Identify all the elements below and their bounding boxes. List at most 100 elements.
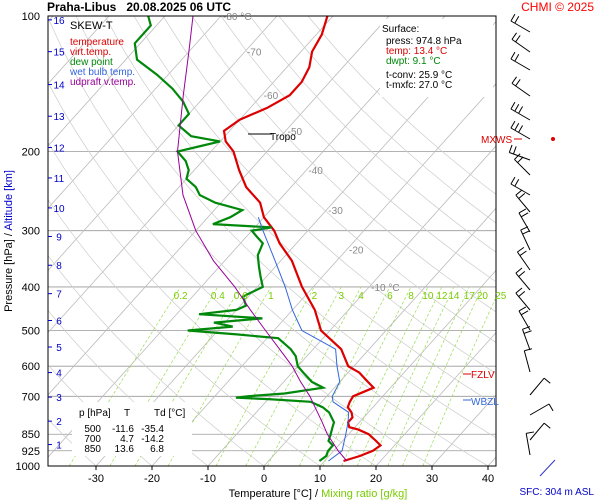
isotherm-line — [319, 269, 496, 466]
profile-lines — [133, 16, 383, 463]
km-tick-label: 4 — [56, 369, 62, 380]
mixing-ratio-label: 0.2 — [174, 291, 188, 302]
wind-barb-flag — [512, 146, 517, 155]
x-tick-label: -20 — [144, 473, 160, 485]
km-tick-label: 9 — [56, 232, 62, 243]
km-tick-label: 15 — [53, 48, 65, 59]
wind-barb-flag — [526, 431, 535, 434]
dry-adiabat-line — [133, 16, 496, 374]
isotherm-line — [544, 16, 600, 466]
wind-barb — [518, 212, 531, 233]
y-tick-label: 600 — [22, 361, 40, 373]
isotherm-label: -80 °C — [223, 12, 251, 23]
isotherm-label: -60 — [264, 91, 279, 102]
mxws-label: MXWS — [481, 135, 512, 146]
fzlv-label: FZLV — [471, 370, 495, 381]
x-tick-label: 10 — [314, 473, 326, 485]
mixing-ratio-line — [245, 286, 342, 466]
wind-barb — [510, 127, 531, 140]
isotherm-line — [375, 332, 496, 466]
mixing-ratio-line — [215, 286, 315, 466]
wind-barb-flag — [548, 403, 554, 412]
stats-table-bg — [72, 402, 192, 456]
wind-barb-flag — [543, 377, 551, 384]
mixing-ratio-line — [267, 286, 362, 466]
isotherm-line — [48, 16, 222, 209]
wind-barb — [516, 251, 531, 271]
axis-ticks: -30 -20 -10 0 10 20 30 401002003004005006007008… — [16, 11, 495, 485]
mixing-ratio-label: 2 — [312, 291, 318, 302]
table-header: T — [124, 408, 130, 419]
wind-barb-flag — [514, 104, 520, 112]
dry-adiabat-line — [278, 16, 496, 224]
series-wet-bulb-temp-line — [257, 217, 350, 462]
wind-barb-flag — [515, 35, 521, 43]
wind-barb-flag — [520, 212, 529, 218]
mixing-ratio-label: 6 — [387, 291, 393, 302]
isotherm-line — [48, 16, 446, 458]
y-tick-label: 200 — [22, 146, 40, 158]
x-tick-label: 20 — [370, 473, 382, 485]
mixing-ratio-line — [299, 286, 391, 466]
surface-field: temp: 13.4 °C — [386, 46, 447, 57]
y-axis-title: Pressure [hPa] / Altitude [km] — [3, 170, 15, 312]
wind-barb-flag — [518, 306, 527, 312]
mixing-ratio-line — [167, 286, 272, 466]
wind-barb — [515, 194, 531, 213]
mixing-ratio-label: 3 — [339, 291, 345, 302]
mixing-ratio-line — [134, 286, 242, 466]
dry-adiabat-line — [48, 418, 97, 466]
x-tick-label: 0 — [261, 473, 267, 485]
dry-adiabat-line — [191, 16, 496, 313]
chart-annotations: -80 °C -70 -60 -50 -40 -30 -20 -10 °C 0.2 0.4 0.6 1… — [3, 12, 507, 500]
credit: CHMI © 2025 — [521, 0, 594, 14]
chart-title: Praha-Libus 20.08.2025 06 UTC — [47, 0, 232, 14]
mixing-ratio-line — [322, 286, 412, 466]
wind-barb-flag — [518, 192, 526, 199]
km-tick-label: 3 — [56, 393, 62, 404]
isotherm-line — [48, 16, 334, 334]
wind-barb-flag — [518, 208, 527, 214]
km-tick-label: 6 — [56, 317, 62, 328]
wind-barb-flag — [514, 123, 520, 131]
y-tick-label: 400 — [22, 282, 40, 294]
wind-barb-flag — [543, 422, 551, 429]
y-tick-label: 925 — [22, 446, 40, 458]
wind-barb-flag — [520, 226, 529, 231]
km-tick-label: 8 — [56, 261, 62, 272]
wind-barb-flag — [514, 16, 520, 24]
wind-barb — [525, 433, 531, 456]
dry-adiabat-line — [48, 81, 433, 466]
isotherm-line — [263, 207, 496, 466]
grid-lines — [48, 16, 600, 466]
km-tick-label: 5 — [56, 343, 62, 354]
isotherm-label: -40 — [308, 166, 323, 177]
wind-barb-flag — [510, 51, 516, 60]
wind-barb-flag — [510, 101, 516, 110]
y-tick-label: 700 — [22, 391, 40, 403]
dry-adiabat-line — [48, 17, 489, 466]
mixing-ratio-line — [341, 286, 429, 466]
y-tick-label: 850 — [22, 429, 40, 441]
wind-barb — [515, 272, 531, 291]
legend-item: virt.temp. — [70, 47, 111, 58]
surface-field: t-mxfc: 27.0 °C — [386, 80, 452, 91]
wind-barb-flag — [508, 144, 513, 153]
mixing-ratio-label: 14 — [448, 291, 460, 302]
wind-barb-flag — [518, 270, 526, 277]
x-axis-title: Temperature [°C] / Mixing ratio [g/kg] — [229, 488, 408, 500]
wind-barb-flag — [515, 287, 523, 294]
wind-barb-flag — [519, 250, 527, 256]
wind-barb-flag — [522, 230, 531, 235]
wind-barb — [529, 377, 545, 396]
table-cell: -35.4 — [141, 424, 164, 435]
wind-barb — [520, 229, 531, 251]
km-tick-label: 7 — [56, 290, 62, 301]
wind-barb-flag — [511, 32, 517, 40]
isotherm-label: -10 °C — [371, 283, 399, 294]
km-tick-label: 10 — [53, 204, 65, 215]
series-udpraft-v-temp-line — [176, 16, 348, 462]
wind-barb — [510, 183, 531, 196]
mixing-ratio-label: 0.4 — [211, 291, 225, 302]
wind-barb — [510, 58, 531, 71]
